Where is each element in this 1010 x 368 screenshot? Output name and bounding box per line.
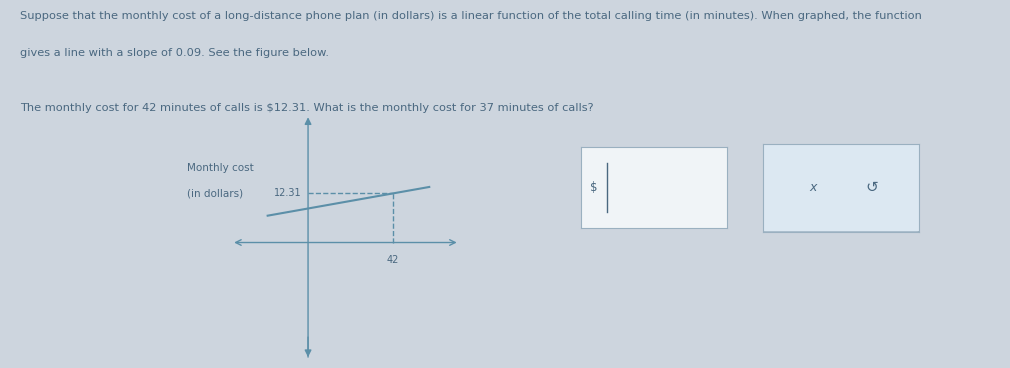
Text: (in dollars): (in dollars) [187,188,243,198]
Text: $: $ [590,181,597,194]
Text: Suppose that the monthly cost of a long-distance phone plan (in dollars) is a li: Suppose that the monthly cost of a long-… [20,11,922,21]
Text: 42: 42 [387,255,399,265]
FancyBboxPatch shape [758,144,924,232]
Text: gives a line with a slope of 0.09. See the figure below.: gives a line with a slope of 0.09. See t… [20,48,329,58]
Text: Monthly cost: Monthly cost [187,163,254,173]
Text: The monthly cost for 42 minutes of calls is $12.31. What is the monthly cost for: The monthly cost for 42 minutes of calls… [20,103,594,113]
Text: 12.31: 12.31 [275,188,302,198]
Text: x: x [809,181,816,194]
Text: ↺: ↺ [866,180,879,195]
